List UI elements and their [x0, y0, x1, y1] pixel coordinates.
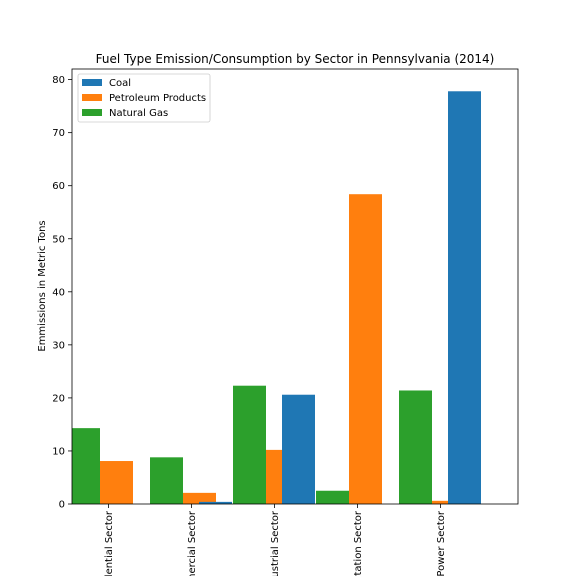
legend-label: Coal — [109, 78, 131, 89]
x-tick-label: Transportation Sector — [353, 510, 364, 576]
x-tick-label: Commercial Sector — [187, 510, 198, 576]
plot-frame — [71, 68, 519, 505]
y-tick-label: 50 — [52, 234, 65, 245]
legend-label: Petroleum Products — [109, 93, 206, 104]
x-tick-label: Electric Power Sector — [436, 510, 447, 576]
y-tick-label: 10 — [52, 446, 65, 457]
bar-coal-5 — [448, 91, 481, 504]
legend: Coal Petroleum Products Natural Gas — [77, 73, 211, 123]
bar-natural-gas-2 — [150, 457, 183, 504]
y-tick-label: 40 — [52, 287, 65, 298]
bar-natural-gas-1 — [72, 428, 100, 504]
y-tick-label: 30 — [52, 340, 65, 351]
y-tick-label: 70 — [52, 128, 65, 139]
bar-natural-gas-4 — [316, 490, 349, 504]
y-tick-label: 60 — [52, 181, 65, 192]
legend-swatch — [82, 109, 102, 116]
y-tick-label: 20 — [52, 393, 65, 404]
bar-natural-gas-3 — [233, 385, 266, 504]
x-tick-label: Industrial Sector — [270, 510, 281, 576]
legend-box — [77, 73, 211, 123]
chart-title: Fuel Type Emission/Consumption by Sector… — [96, 52, 495, 66]
legend-swatch — [82, 94, 102, 101]
legend-label: Natural Gas — [109, 108, 168, 119]
bar-coal-2 — [199, 501, 232, 504]
y-tick-label: 0 — [59, 500, 65, 511]
bar-coal-3 — [282, 394, 315, 504]
bar-natural-gas-5 — [399, 390, 432, 504]
bar-petroleum-products-1 — [100, 461, 133, 504]
y-tick-label: 80 — [52, 75, 65, 86]
x-tick-label: Residential Sector — [104, 510, 115, 576]
bar-petroleum-products-2 — [183, 492, 216, 504]
bar-petroleum-products-4 — [349, 194, 382, 504]
legend-swatch — [82, 79, 102, 86]
y-axis-label: Emmissions in Metric Tons — [37, 220, 48, 351]
